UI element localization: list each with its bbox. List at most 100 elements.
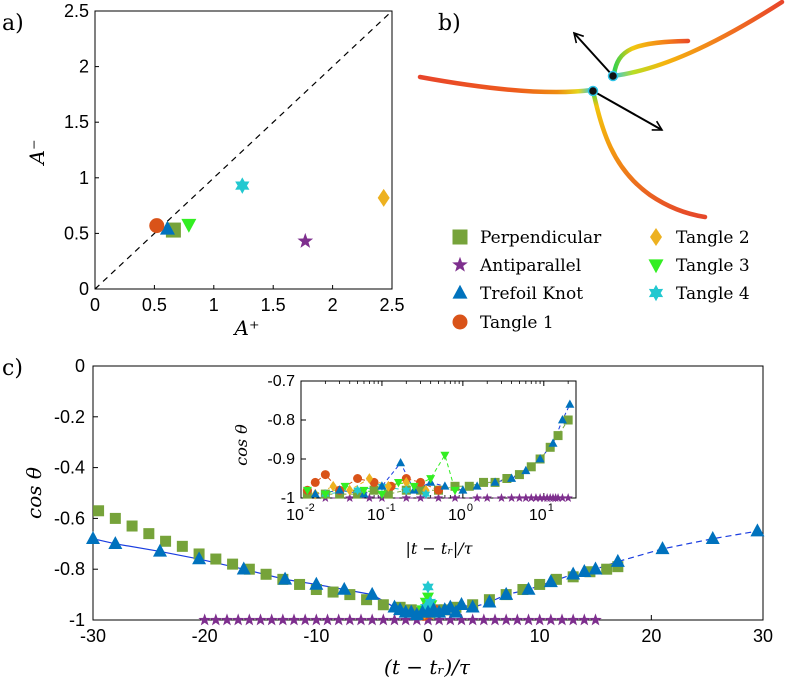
inset-marker-tangle-1	[416, 477, 426, 487]
inset-marker-tangle-3	[340, 482, 350, 492]
inset-marker-perpendicular	[369, 485, 379, 495]
marker-antiparallel	[444, 613, 457, 626]
inset-marker-tangle-4	[402, 485, 411, 496]
marker-antiparallel	[198, 613, 211, 626]
x-tick-label-c: 0	[423, 626, 433, 646]
inset-marker-trefoil-knot	[440, 481, 450, 490]
inset-marker-perpendicular	[563, 415, 573, 425]
inset-marker-tangle-3	[393, 479, 403, 488]
inset-marker-perpendicular	[464, 481, 474, 491]
marker-trefoil-knot	[236, 561, 251, 575]
legend-label-tangle-1: Tangle 1	[480, 313, 554, 333]
reconnection-point-upper	[607, 70, 619, 82]
marker-perpendicular	[109, 512, 121, 524]
marker-antiparallel	[310, 613, 323, 626]
point-tangle-3	[181, 218, 197, 233]
point-trefoil-knot	[159, 220, 175, 235]
legend-label-tangle-2: Tangle 2	[676, 228, 750, 248]
legend-marker-tangle-1	[452, 314, 468, 330]
legend-marker-tangle-2	[650, 228, 662, 246]
inset-marker-tangle-4	[421, 489, 431, 500]
y-axis-label-inset: cos θ	[232, 424, 251, 466]
inset-marker-trefoil-knot	[565, 399, 575, 408]
inset-marker-antiparallel	[415, 493, 426, 502]
marker-tangle-4	[420, 600, 432, 614]
inset-marker-antiparallel	[531, 493, 541, 502]
marker-trefoil-knot	[543, 574, 558, 588]
vortex-filament-hook	[611, 38, 691, 77]
legend-label-antiparallel: Antiparallel	[479, 256, 581, 276]
inset-marker-perpendicular	[479, 477, 489, 487]
marker-antiparallel	[365, 613, 379, 626]
inset-marker-trefoil-knot	[548, 438, 558, 447]
x-tick-label-c: 10	[530, 626, 550, 646]
marker-antiparallel	[399, 613, 412, 626]
marker-trefoil-knot	[482, 594, 497, 608]
marker-antiparallel	[220, 613, 234, 626]
vortex-reconnection-illustration	[417, 0, 785, 220]
point-tangle-1	[149, 218, 165, 234]
marker-antiparallel	[589, 613, 602, 626]
inset-marker-antiparallel	[345, 493, 355, 502]
panel-label-a: a)	[2, 11, 24, 36]
point-antiparallel	[297, 232, 314, 248]
inset-marker-tangle-2	[384, 480, 392, 492]
panel-label-b: b)	[438, 11, 461, 36]
y-tick-label-c: 0	[75, 356, 85, 376]
x-tick-label-c: 20	[641, 626, 661, 646]
inset-marker-antiparallel	[535, 493, 545, 502]
legend: Perpendicular Antiparallel Trefoil Knot …	[452, 228, 750, 333]
inset-marker-trefoil-knot	[521, 465, 531, 475]
marker-antiparallel	[578, 613, 591, 626]
marker-trefoil-knot	[655, 541, 670, 555]
inset-marker-antiparallel	[557, 493, 568, 502]
marker-antiparallel	[455, 613, 468, 626]
x-tick-label-c: 30	[753, 626, 773, 646]
y-tick-label-c: -0.6	[54, 508, 85, 528]
inset-marker-trefoil-knot	[310, 489, 320, 498]
marker-perpendicular	[227, 558, 239, 570]
marker-antiparallel	[332, 613, 345, 626]
inset-line-tangle-1	[307, 473, 439, 491]
y-tick-label-a: 1.5	[64, 112, 89, 132]
inset-marker-perpendicular	[553, 431, 563, 441]
marker-trefoil-knot	[86, 531, 100, 544]
line-trefoil-before	[92, 538, 428, 616]
vortex-filament-upper	[610, 0, 785, 79]
inset-marker-perpendicular	[502, 474, 512, 483]
inset-marker-antiparallel	[506, 493, 517, 502]
marker-antiparallel	[209, 613, 223, 626]
inset-marker-trefoil-knot	[535, 454, 545, 463]
y-tick-label-c: -0.4	[54, 458, 85, 478]
marker-antiparallel	[298, 613, 312, 626]
legend-marker-tangle-4	[648, 284, 664, 302]
inset-marker-tangle-2	[365, 473, 373, 484]
inset-marker-tangle-2	[346, 484, 354, 496]
marker-trefoil-knot	[365, 586, 380, 600]
marker-perpendicular	[327, 586, 339, 598]
inset-marker-tangle-1	[310, 477, 320, 487]
inset-marker-trefoil-knot	[377, 481, 387, 490]
inset-marker-trefoil-knot	[507, 473, 517, 482]
inset-marker-tangle-3	[359, 486, 369, 496]
inset-plot: 10 -2 10 -1 10 0 10 1-1-0.9-0.8-0.7 |t − tᵣ|/τ …	[232, 373, 577, 558]
inset-marker-antiparallel	[482, 493, 492, 502]
marker-antiparallel	[231, 613, 245, 626]
marker-antiparallel	[566, 613, 580, 626]
inset-marker-trefoil-knot	[335, 485, 345, 494]
reconnection-point-lower	[587, 85, 599, 97]
marker-perpendicular	[176, 540, 188, 552]
marker-trefoil-knot	[610, 553, 625, 567]
x-tick-exponent-inset: 0	[467, 502, 473, 514]
marker-perpendicular	[377, 599, 389, 611]
y-tick-label-a: 1	[79, 168, 89, 188]
marker-trefoil-knot	[278, 571, 293, 585]
marker-perpendicular	[126, 520, 138, 532]
line-trefoil-after	[433, 530, 758, 614]
marker-antiparallel	[377, 613, 390, 626]
marker-antiparallel	[533, 613, 546, 626]
legend-label-tangle-4: Tangle 4	[676, 284, 750, 304]
x-tick-label-a: 1	[209, 295, 219, 315]
x-tick-label-a: 2	[328, 295, 338, 315]
